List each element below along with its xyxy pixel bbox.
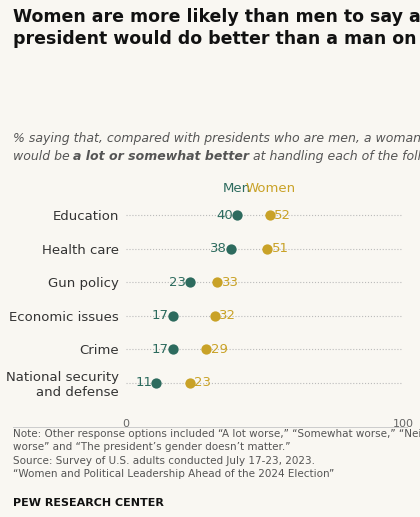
Point [234, 211, 240, 220]
Point [170, 345, 176, 354]
Point [214, 278, 221, 286]
Text: 51: 51 [271, 242, 289, 255]
Text: 52: 52 [274, 209, 291, 222]
Point [203, 345, 210, 354]
Text: 23: 23 [168, 276, 186, 289]
Point [267, 211, 273, 220]
Point [170, 312, 176, 320]
Text: 11: 11 [135, 376, 152, 389]
Point [228, 245, 235, 253]
Text: at handling each of the following: at handling each of the following [249, 150, 420, 163]
Point [153, 378, 160, 387]
Text: % saying that, compared with presidents who are men, a woman president: % saying that, compared with presidents … [13, 132, 420, 145]
Text: PEW RESEARCH CENTER: PEW RESEARCH CENTER [13, 498, 163, 508]
Point [211, 312, 218, 320]
Point [186, 278, 193, 286]
Point [264, 245, 271, 253]
Text: 23: 23 [194, 376, 211, 389]
Text: 33: 33 [222, 276, 239, 289]
Point [186, 378, 193, 387]
Text: Women are more likely than men to say a woman
president would do better than a m: Women are more likely than men to say a … [13, 8, 420, 48]
Text: 17: 17 [152, 343, 169, 356]
Text: a lot or somewhat better: a lot or somewhat better [74, 150, 249, 163]
Text: Women: Women [245, 182, 295, 195]
Text: 29: 29 [210, 343, 227, 356]
Text: Note: Other response options included “A lot worse,” “Somewhat worse,” “Neither : Note: Other response options included “A… [13, 429, 420, 479]
Text: Men: Men [223, 182, 251, 195]
Text: 40: 40 [216, 209, 233, 222]
Text: 32: 32 [219, 309, 236, 322]
Text: would be: would be [13, 150, 74, 163]
Text: 38: 38 [210, 242, 227, 255]
Text: 17: 17 [152, 309, 169, 322]
